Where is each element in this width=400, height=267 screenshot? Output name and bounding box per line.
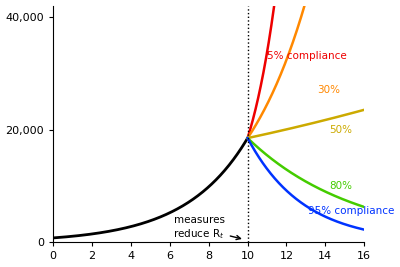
Text: 95% compliance: 95% compliance [308,206,394,216]
Text: 80%: 80% [329,181,352,191]
Text: 30%: 30% [318,85,340,95]
Text: 5% compliance: 5% compliance [267,51,347,61]
Text: measures
reduce R$_t$: measures reduce R$_t$ [173,215,240,241]
Text: 50%: 50% [329,125,352,135]
